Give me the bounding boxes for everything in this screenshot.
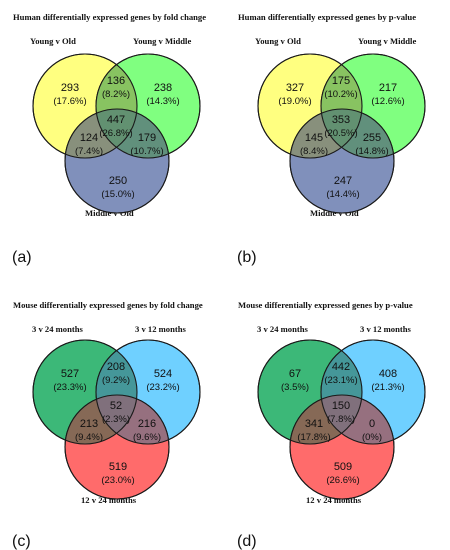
region-only-1-count: 67 [289, 368, 301, 380]
region-1-2-count: 136 [107, 75, 125, 87]
region-only-2-count: 238 [154, 82, 172, 94]
region-1-3-count: 145 [305, 132, 323, 144]
region-only-3-count: 509 [334, 461, 352, 473]
region-only-2-pct: (12.6%) [371, 96, 404, 107]
region-only-3-count: 247 [334, 175, 352, 187]
venn-overlaps [290, 340, 394, 444]
overlap-2-3 [96, 109, 169, 158]
panel-title: Human differentially expressed genes by … [238, 12, 416, 22]
panel-label: (c) [12, 533, 31, 550]
venn-panel-d: Mouse differentially expressed genes by … [237, 300, 426, 550]
region-all-count: 150 [332, 400, 350, 412]
region-2-3-pct: (9.6%) [133, 432, 161, 443]
region-1-3-count: 213 [80, 418, 98, 430]
region-1-2-pct: (10.2%) [324, 89, 357, 100]
set-label-2: 3 v 12 months [135, 324, 187, 334]
region-only-1-pct: (17.6%) [53, 96, 86, 107]
region-only-1-count: 527 [61, 368, 79, 380]
venn-panel-a: Human differentially expressed genes by … [12, 12, 206, 266]
region-only-3-pct: (15.0%) [101, 189, 134, 200]
region-2-3-pct: (0%) [362, 432, 382, 443]
region-only-2-count: 408 [379, 368, 397, 380]
region-1-3-pct: (8.4%) [300, 146, 328, 157]
region-only-2-count: 217 [379, 82, 397, 94]
overlap-2-3 [321, 395, 394, 444]
region-2-3-count: 255 [363, 132, 381, 144]
region-2-3-count: 179 [138, 132, 156, 144]
region-only-3-pct: (14.4%) [326, 189, 359, 200]
region-2-3-pct: (10.7%) [130, 146, 163, 157]
region-1-2-pct: (8.2%) [102, 89, 130, 100]
region-only-1-pct: (23.3%) [53, 382, 86, 393]
set-label-3: 12 v 24 months [306, 495, 362, 505]
region-only-1-count: 293 [61, 82, 79, 94]
region-all-pct: (7.8%) [327, 414, 355, 425]
region-all-pct: (20.5%) [324, 128, 357, 139]
region-only-3-pct: (23.0%) [101, 475, 134, 486]
region-1-3-pct: (7.4%) [75, 146, 103, 157]
panel-label: (a) [12, 249, 32, 266]
region-1-2-pct: (9.2%) [102, 375, 130, 386]
region-only-2-count: 524 [154, 368, 172, 380]
region-1-3-count: 341 [305, 418, 323, 430]
overlap-1-3 [65, 395, 137, 444]
overlap-1-3 [290, 395, 362, 444]
region-only-2-pct: (21.3%) [371, 382, 404, 393]
region-only-3-count: 250 [109, 175, 127, 187]
set-label-1: Young v Old [255, 36, 301, 46]
region-only-1-pct: (3.5%) [281, 382, 309, 393]
region-only-3-pct: (26.6%) [326, 475, 359, 486]
panel-title: Human differentially expressed genes by … [13, 12, 206, 22]
region-1-2-count: 175 [332, 75, 350, 87]
region-1-2-count: 442 [332, 361, 350, 373]
region-all-count: 353 [332, 114, 350, 126]
region-1-2-pct: (23.1%) [324, 375, 357, 386]
region-all-pct: (2.3%) [102, 414, 130, 425]
region-1-3-pct: (9.4%) [75, 432, 103, 443]
set-label-2: Young v Middle [133, 36, 191, 46]
region-only-1-pct: (19.0%) [278, 96, 311, 107]
region-all-pct: (26.8%) [99, 128, 132, 139]
set-label-1: Young v Old [30, 36, 76, 46]
region-2-3-pct: (14.8%) [355, 146, 388, 157]
overlap-1-3 [290, 109, 362, 158]
region-1-3-pct: (17.8%) [297, 432, 330, 443]
panel-label: (b) [237, 249, 257, 266]
set-label-3: 12 v 24 months [81, 495, 137, 505]
venn-panel-c: Mouse differentially expressed genes by … [12, 300, 203, 550]
overlap-2-3 [96, 395, 169, 444]
set-label-1: 3 v 24 months [32, 324, 84, 334]
region-2-3-count: 0 [369, 418, 375, 430]
venn-overlaps [65, 54, 169, 158]
region-1-3-count: 124 [80, 132, 98, 144]
set-label-1: 3 v 24 months [257, 324, 309, 334]
venn-panel-b: Human differentially expressed genes by … [237, 12, 426, 266]
venn-overlaps [65, 340, 169, 444]
overlap-1-3 [65, 109, 137, 158]
region-1-2-count: 208 [107, 361, 125, 373]
panel-title: Mouse differentially expressed genes by … [238, 300, 413, 310]
region-all-count: 447 [107, 114, 125, 126]
region-only-3-count: 519 [109, 461, 127, 473]
region-all-count: 52 [110, 400, 122, 412]
overlap-2-3 [321, 109, 394, 158]
region-only-1-count: 327 [286, 82, 304, 94]
region-2-3-count: 216 [138, 418, 156, 430]
panel-title: Mouse differentially expressed genes by … [13, 300, 203, 310]
region-only-2-pct: (14.3%) [146, 96, 179, 107]
set-label-2: Young v Middle [358, 36, 416, 46]
set-label-2: 3 v 12 months [360, 324, 412, 334]
venn-overlaps [290, 54, 394, 158]
region-only-2-pct: (23.2%) [146, 382, 179, 393]
panel-label: (d) [237, 533, 257, 550]
